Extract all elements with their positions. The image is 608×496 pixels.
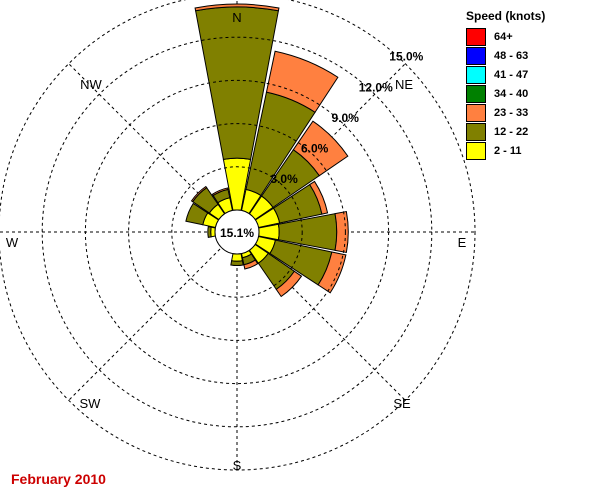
legend-swatch	[466, 103, 486, 122]
spoke-se	[236, 231, 406, 401]
spoke-ne	[236, 63, 406, 233]
legend-swatch	[466, 46, 486, 65]
petal-wnw-1	[185, 202, 209, 226]
legend-label: 48 - 63	[494, 49, 529, 62]
legend-swatch	[466, 141, 486, 160]
legend-swatch	[466, 65, 486, 84]
petal-ese-2	[317, 251, 347, 294]
petal-nnw-2	[211, 187, 229, 197]
ring-2	[128, 123, 346, 341]
compass-label-ne: NE	[395, 77, 413, 92]
spoke-nw	[68, 63, 238, 233]
legend-label: 23 - 33	[494, 106, 529, 119]
legend-label: 12 - 22	[494, 125, 529, 138]
petal-ene-2	[309, 180, 329, 215]
legend-item: 41 - 47	[466, 65, 576, 84]
legend-swatch	[466, 84, 486, 103]
petal-ne-2	[292, 120, 349, 177]
ring-label-3: 9.0%	[332, 111, 360, 125]
legend-item: 23 - 33	[466, 103, 576, 122]
petal-s-1	[230, 260, 244, 267]
legend-label: 34 - 40	[494, 87, 529, 100]
ring-label-1: 3.0%	[270, 172, 298, 186]
legend-title: Speed (knots)	[466, 9, 546, 23]
petal-n-2	[194, 3, 280, 12]
compass-label-sw: SW	[80, 396, 102, 411]
chart-title: February 2010	[11, 471, 106, 487]
compass-label-nw: NW	[80, 77, 102, 92]
legend-rows: 64+ 48 - 63 41 - 47 34 - 40 23 - 33 12 - 22 2 …	[466, 27, 576, 160]
petal-sse-2	[243, 259, 259, 270]
compass-label-se: SE	[393, 396, 411, 411]
petal-nne-2	[265, 50, 339, 113]
ring-label-4: 12.0%	[359, 80, 393, 94]
legend-item: 48 - 63	[466, 46, 576, 65]
compass-label-e: E	[458, 235, 467, 250]
ring-label-2: 6.0%	[301, 141, 329, 155]
petal-e-2	[334, 210, 349, 254]
petal-w-1	[207, 226, 212, 238]
legend: Speed (knots) 64+ 48 - 63 41 - 47 34 - 40 23…	[466, 9, 576, 160]
compass-label-n: N	[232, 10, 241, 25]
legend-label: 41 - 47	[494, 68, 529, 81]
spoke-sw	[68, 231, 238, 401]
legend-item: 2 - 11	[466, 141, 576, 160]
legend-item: 64+	[466, 27, 576, 46]
petal-s-0	[231, 253, 243, 262]
ring-label-5: 15.0%	[389, 50, 423, 64]
calm-label: 15.1%	[220, 226, 254, 240]
legend-label: 2 - 11	[494, 144, 522, 157]
petal-se-2	[275, 270, 303, 298]
calm-circle	[214, 209, 260, 255]
legend-swatch	[466, 122, 486, 141]
compass-label-w: W	[6, 235, 19, 250]
ring-3	[84, 79, 390, 385]
compass-label-s: S	[233, 458, 242, 473]
ring-4	[41, 36, 433, 428]
legend-swatch	[466, 27, 486, 46]
ring-5	[0, 0, 476, 471]
legend-label: 64+	[494, 30, 513, 43]
legend-item: 34 - 40	[466, 84, 576, 103]
ring-1	[171, 166, 303, 298]
legend-item: 12 - 22	[466, 122, 576, 141]
petal-nw-2	[190, 185, 208, 203]
